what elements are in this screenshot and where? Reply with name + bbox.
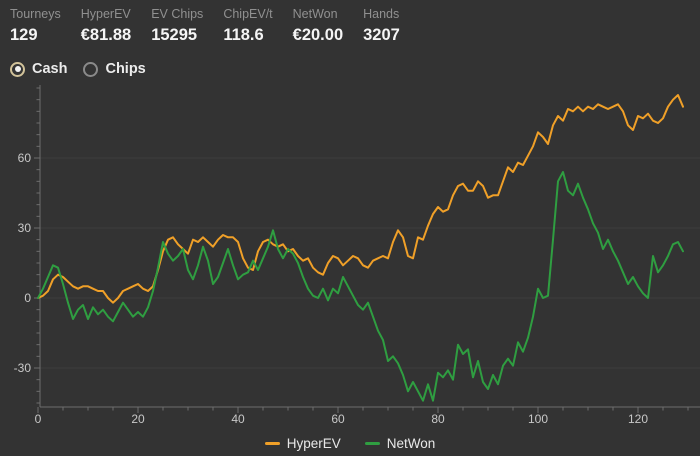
radio-option-chips[interactable]: Chips — [83, 61, 146, 77]
stat-label: ChipEV/t — [223, 7, 273, 21]
x-tick-label: 0 — [35, 412, 42, 426]
stat-hyperev: HyperEV €81.88 — [81, 7, 131, 45]
view-toggle: Cash Chips — [10, 61, 146, 77]
stat-value: €20.00 — [292, 25, 344, 44]
x-tick-label: 20 — [131, 412, 145, 426]
stat-value: 3207 — [363, 25, 400, 44]
x-tick-label: 60 — [331, 412, 345, 426]
legend-item-netwon[interactable]: NetWon — [364, 436, 436, 451]
radio-selected-icon — [10, 61, 25, 77]
stat-label: EV Chips — [151, 7, 204, 21]
results-line-chart[interactable]: 60 30 0 -30 0 20 40 60 80 100 120 — [0, 85, 700, 435]
y-tick-label: 0 — [24, 291, 31, 305]
hyperev-line-swatch-icon — [264, 442, 280, 445]
series-hyperev-line — [37, 94, 684, 304]
stat-ev-chips: EV Chips 15295 — [151, 7, 203, 45]
chart-legend: HyperEV NetWon — [0, 436, 700, 451]
radio-label: Chips — [105, 61, 146, 77]
y-tick-label: 30 — [18, 221, 32, 235]
radio-unselected-icon — [83, 61, 99, 77]
stat-value: €81.88 — [80, 25, 132, 44]
x-tick-label: 80 — [431, 412, 445, 426]
stat-value: 129 — [10, 25, 38, 44]
stat-tourneys: Tourneys 129 — [10, 7, 61, 45]
legend-label: HyperEV — [286, 436, 341, 451]
stat-value: 118.6 — [223, 25, 264, 44]
legend-label: NetWon — [386, 436, 436, 451]
x-tick-label: 40 — [231, 412, 245, 426]
stat-hands: Hands 3207 — [363, 7, 400, 45]
stat-value: 15295 — [151, 25, 198, 44]
y-tick-label: 60 — [18, 151, 32, 165]
stat-chipev-per-t: ChipEV/t 118.6 — [223, 7, 272, 45]
x-tick-label: 100 — [528, 412, 548, 426]
radio-option-cash[interactable]: Cash — [10, 61, 67, 77]
stat-label: HyperEV — [80, 7, 131, 21]
series-netwon-line — [37, 171, 684, 402]
stat-label: Hands — [363, 7, 400, 21]
stats-bar: Tourneys 129 HyperEV €81.88 EV Chips 152… — [10, 7, 400, 45]
legend-item-hyperev[interactable]: HyperEV — [264, 436, 341, 451]
stat-label: Tourneys — [10, 7, 61, 21]
x-tick-label: 120 — [628, 412, 648, 426]
stat-netwon: NetWon €20.00 — [293, 7, 343, 45]
netwon-line-swatch-icon — [364, 442, 380, 445]
stat-label: NetWon — [292, 7, 338, 21]
y-tick-label: -30 — [14, 361, 32, 375]
radio-label: Cash — [32, 61, 68, 77]
